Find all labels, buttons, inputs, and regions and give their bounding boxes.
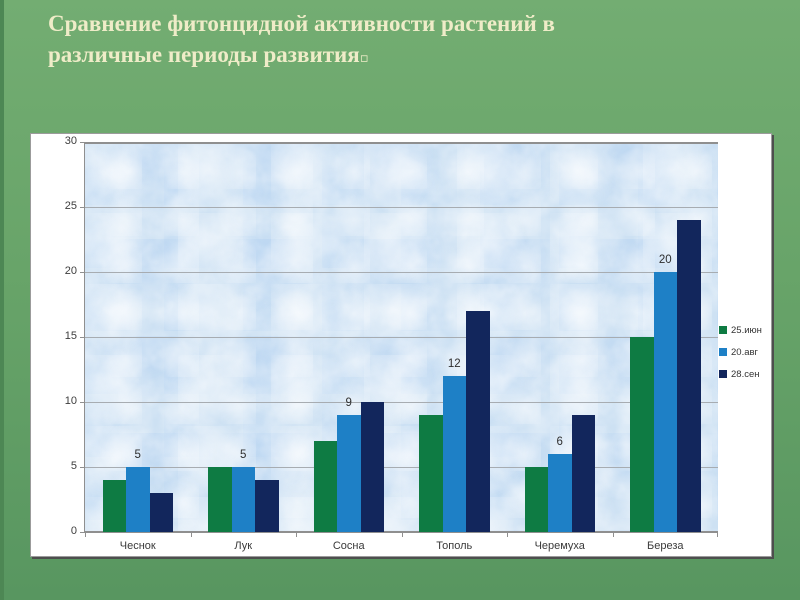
x-axis-tick-4 (507, 532, 508, 537)
y-axis-tick-15 (80, 337, 85, 338)
x-axis-tick-1 (190, 532, 192, 537)
category-label-Тополь: Тополь (436, 540, 473, 552)
y-axis-tick-30 (80, 142, 85, 143)
legend-item-jun25: 25.июн (719, 319, 762, 341)
bar-20.авг-Лук (231, 467, 255, 532)
gridline-5 (85, 467, 718, 468)
bar-28.сен-Сосна (360, 402, 384, 532)
category-label-Сосна: Сосна (332, 540, 365, 552)
bar-20.авг-Чеснок (126, 467, 150, 532)
y-axis-label-30: 30 (64, 135, 77, 147)
bar-28.сен-Черемуха (571, 415, 595, 532)
y-axis-label-25: 25 (64, 200, 77, 212)
legend-item-aug20: 20.авг (719, 341, 762, 363)
chart-legend: 25.июн 20.авг 28.сен (719, 319, 762, 385)
slide-title-line1: Сравнение фитонцидной активности растени… (48, 11, 555, 36)
bar-28.сен-Береза (677, 220, 701, 532)
gridline-10 (85, 402, 718, 403)
legend-label-jun25: 25.июн (731, 324, 762, 336)
bar-25.июн-Черемуха (524, 467, 548, 532)
gridline-15 (85, 337, 718, 338)
legend-swatch-sep28 (719, 370, 727, 378)
legend-swatch-jun25 (719, 326, 727, 334)
bar-28.сен-Тополь (466, 311, 490, 532)
bar-20.авг-Тополь (442, 376, 466, 532)
category-label-Чеснок: Чеснок (119, 540, 156, 552)
slide-title-line2: различные периоды развития (48, 42, 360, 67)
bar-25.июн-Береза (630, 337, 654, 532)
value-label-Сосна: 9 (345, 397, 352, 409)
bar-25.июн-Тополь (419, 415, 443, 532)
legend-swatch-aug20 (719, 348, 727, 356)
bar-28.сен-Чеснок (149, 493, 173, 532)
y-axis-tick-10 (80, 402, 85, 403)
bar-25.июн-Лук (208, 467, 232, 532)
category-label-Береза: Береза (647, 540, 684, 552)
gridline-30 (85, 142, 718, 144)
bar-20.авг-Сосна (337, 415, 361, 532)
x-axis-baseline (84, 531, 718, 533)
x-axis-tick-5 (612, 532, 614, 537)
legend-label-aug20: 20.авг (731, 346, 759, 358)
y-axis-tick-25 (80, 207, 85, 208)
gridline-25 (85, 207, 718, 208)
y-axis-tick-5 (80, 467, 85, 468)
bar-25.июн-Чеснок (102, 480, 126, 532)
category-label-Черемуха: Черемуха (534, 540, 585, 552)
y-axis-label-0: 0 (70, 525, 77, 537)
value-label-Чеснок: 5 (134, 449, 141, 461)
x-axis-tick-6 (717, 532, 718, 537)
chart-panel: 0 5 10 15 20 25 30 5 Чеснок 5 Лук 9 Сосна 12 Тополь 6 Че… (30, 133, 772, 557)
title-end-square-glyph: ▫ (359, 51, 369, 66)
gridline-20 (85, 272, 718, 273)
x-axis-tick-2 (296, 532, 297, 537)
x-axis-tick-0 (85, 532, 86, 537)
y-axis-tick-20 (80, 272, 85, 273)
bar-20.авг-Береза (653, 272, 677, 532)
slide-title: Сравнение фитонцидной активности растени… (48, 8, 763, 74)
category-label-Лук: Лук (234, 540, 253, 552)
slide-left-border (0, 0, 4, 600)
x-axis-tick-3 (401, 532, 403, 537)
bar-28.сен-Лук (255, 480, 279, 532)
value-label-Тополь: 12 (447, 358, 461, 370)
value-label-Черемуха: 6 (556, 436, 563, 448)
legend-label-sep28: 28.сен (731, 368, 760, 380)
legend-item-sep28: 28.сен (719, 363, 762, 385)
bar-20.авг-Черемуха (548, 454, 572, 532)
y-axis-label-10: 10 (64, 395, 77, 407)
y-axis-label-5: 5 (70, 460, 77, 472)
y-axis-tick-0 (80, 532, 85, 533)
value-label-Лук: 5 (240, 449, 247, 461)
bar-25.июн-Сосна (313, 441, 337, 532)
plot-area: 0 5 10 15 20 25 30 5 Чеснок 5 Лук 9 Сосна 12 Тополь 6 Че… (65, 135, 718, 552)
y-axis-label-15: 15 (64, 330, 77, 342)
y-axis-label-20: 20 (64, 265, 77, 277)
value-label-Береза: 20 (658, 254, 672, 266)
